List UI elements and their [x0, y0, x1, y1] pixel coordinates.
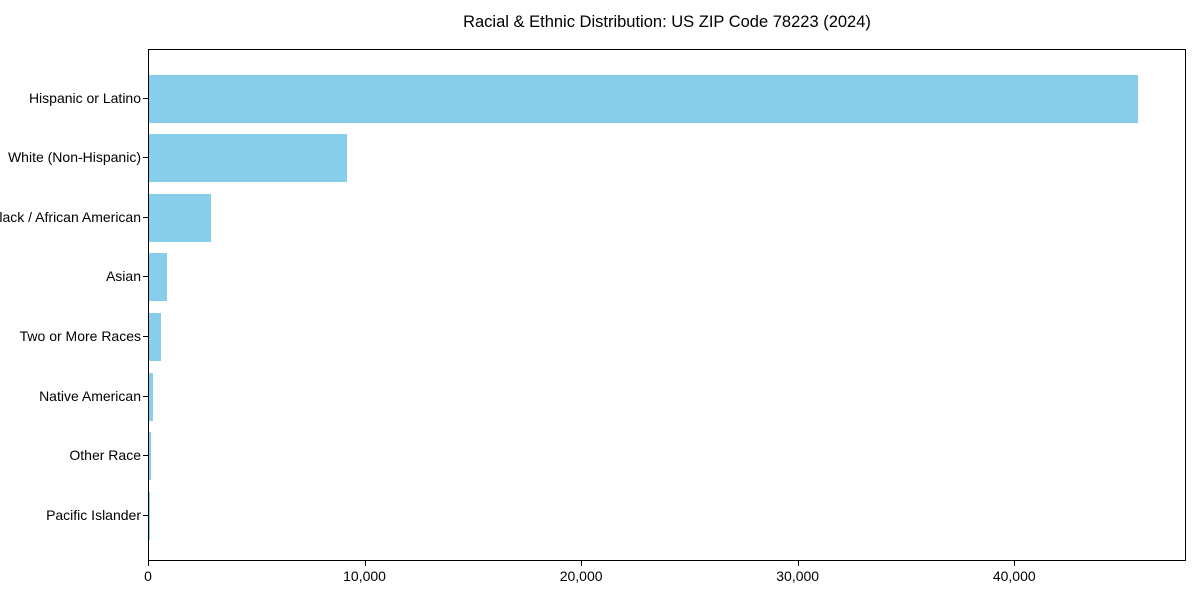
y-axis-label-hispanic-or-latino: Hispanic or Latino: [28, 89, 141, 106]
x-tick-mark: [365, 561, 366, 566]
bar-white-non-hispanic: [149, 134, 348, 183]
y-axis-label-two-or-more-races: Two or More Races: [19, 328, 141, 345]
y-tick-mark: [143, 515, 148, 516]
bar-other-race: [149, 432, 151, 481]
bar-pacific-islander: [149, 492, 150, 541]
bar-two-or-more-races: [149, 313, 161, 362]
x-tick-mark: [581, 561, 582, 566]
plot-area: [148, 49, 1186, 561]
bar-hispanic-or-latino: [149, 74, 1138, 123]
x-tick-mark: [798, 561, 799, 566]
y-tick-mark: [143, 276, 148, 277]
bar-native-american: [149, 372, 154, 421]
y-tick-mark: [143, 217, 148, 218]
x-tick-mark: [1014, 561, 1015, 566]
y-tick-mark: [143, 396, 148, 397]
y-axis-label-black-african-american: Black / African American: [0, 208, 141, 225]
y-axis-label-other-race: Other Race: [69, 447, 141, 464]
bar-black-african-american: [149, 193, 212, 242]
x-axis-label-40-000: 40,000: [992, 568, 1036, 584]
y-axis-label-asian: Asian: [105, 268, 141, 285]
y-axis-label-white-non-hispanic: White (Non-Hispanic): [7, 149, 141, 166]
x-tick-mark: [148, 561, 149, 566]
x-axis-label-30-000: 30,000: [776, 568, 820, 584]
y-tick-mark: [143, 98, 148, 99]
chart-title: Racial & Ethnic Distribution: US ZIP Cod…: [463, 13, 871, 31]
x-axis-label-20-000: 20,000: [559, 568, 603, 584]
x-axis-label-0: 0: [144, 568, 152, 584]
bar-asian: [149, 253, 167, 302]
y-axis-label-pacific-islander: Pacific Islander: [46, 507, 141, 524]
y-tick-mark: [143, 157, 148, 158]
x-axis-label-10-000: 10,000: [343, 568, 386, 584]
y-tick-mark: [143, 455, 148, 456]
y-axis-label-native-american: Native American: [39, 387, 141, 404]
y-tick-mark: [143, 336, 148, 337]
